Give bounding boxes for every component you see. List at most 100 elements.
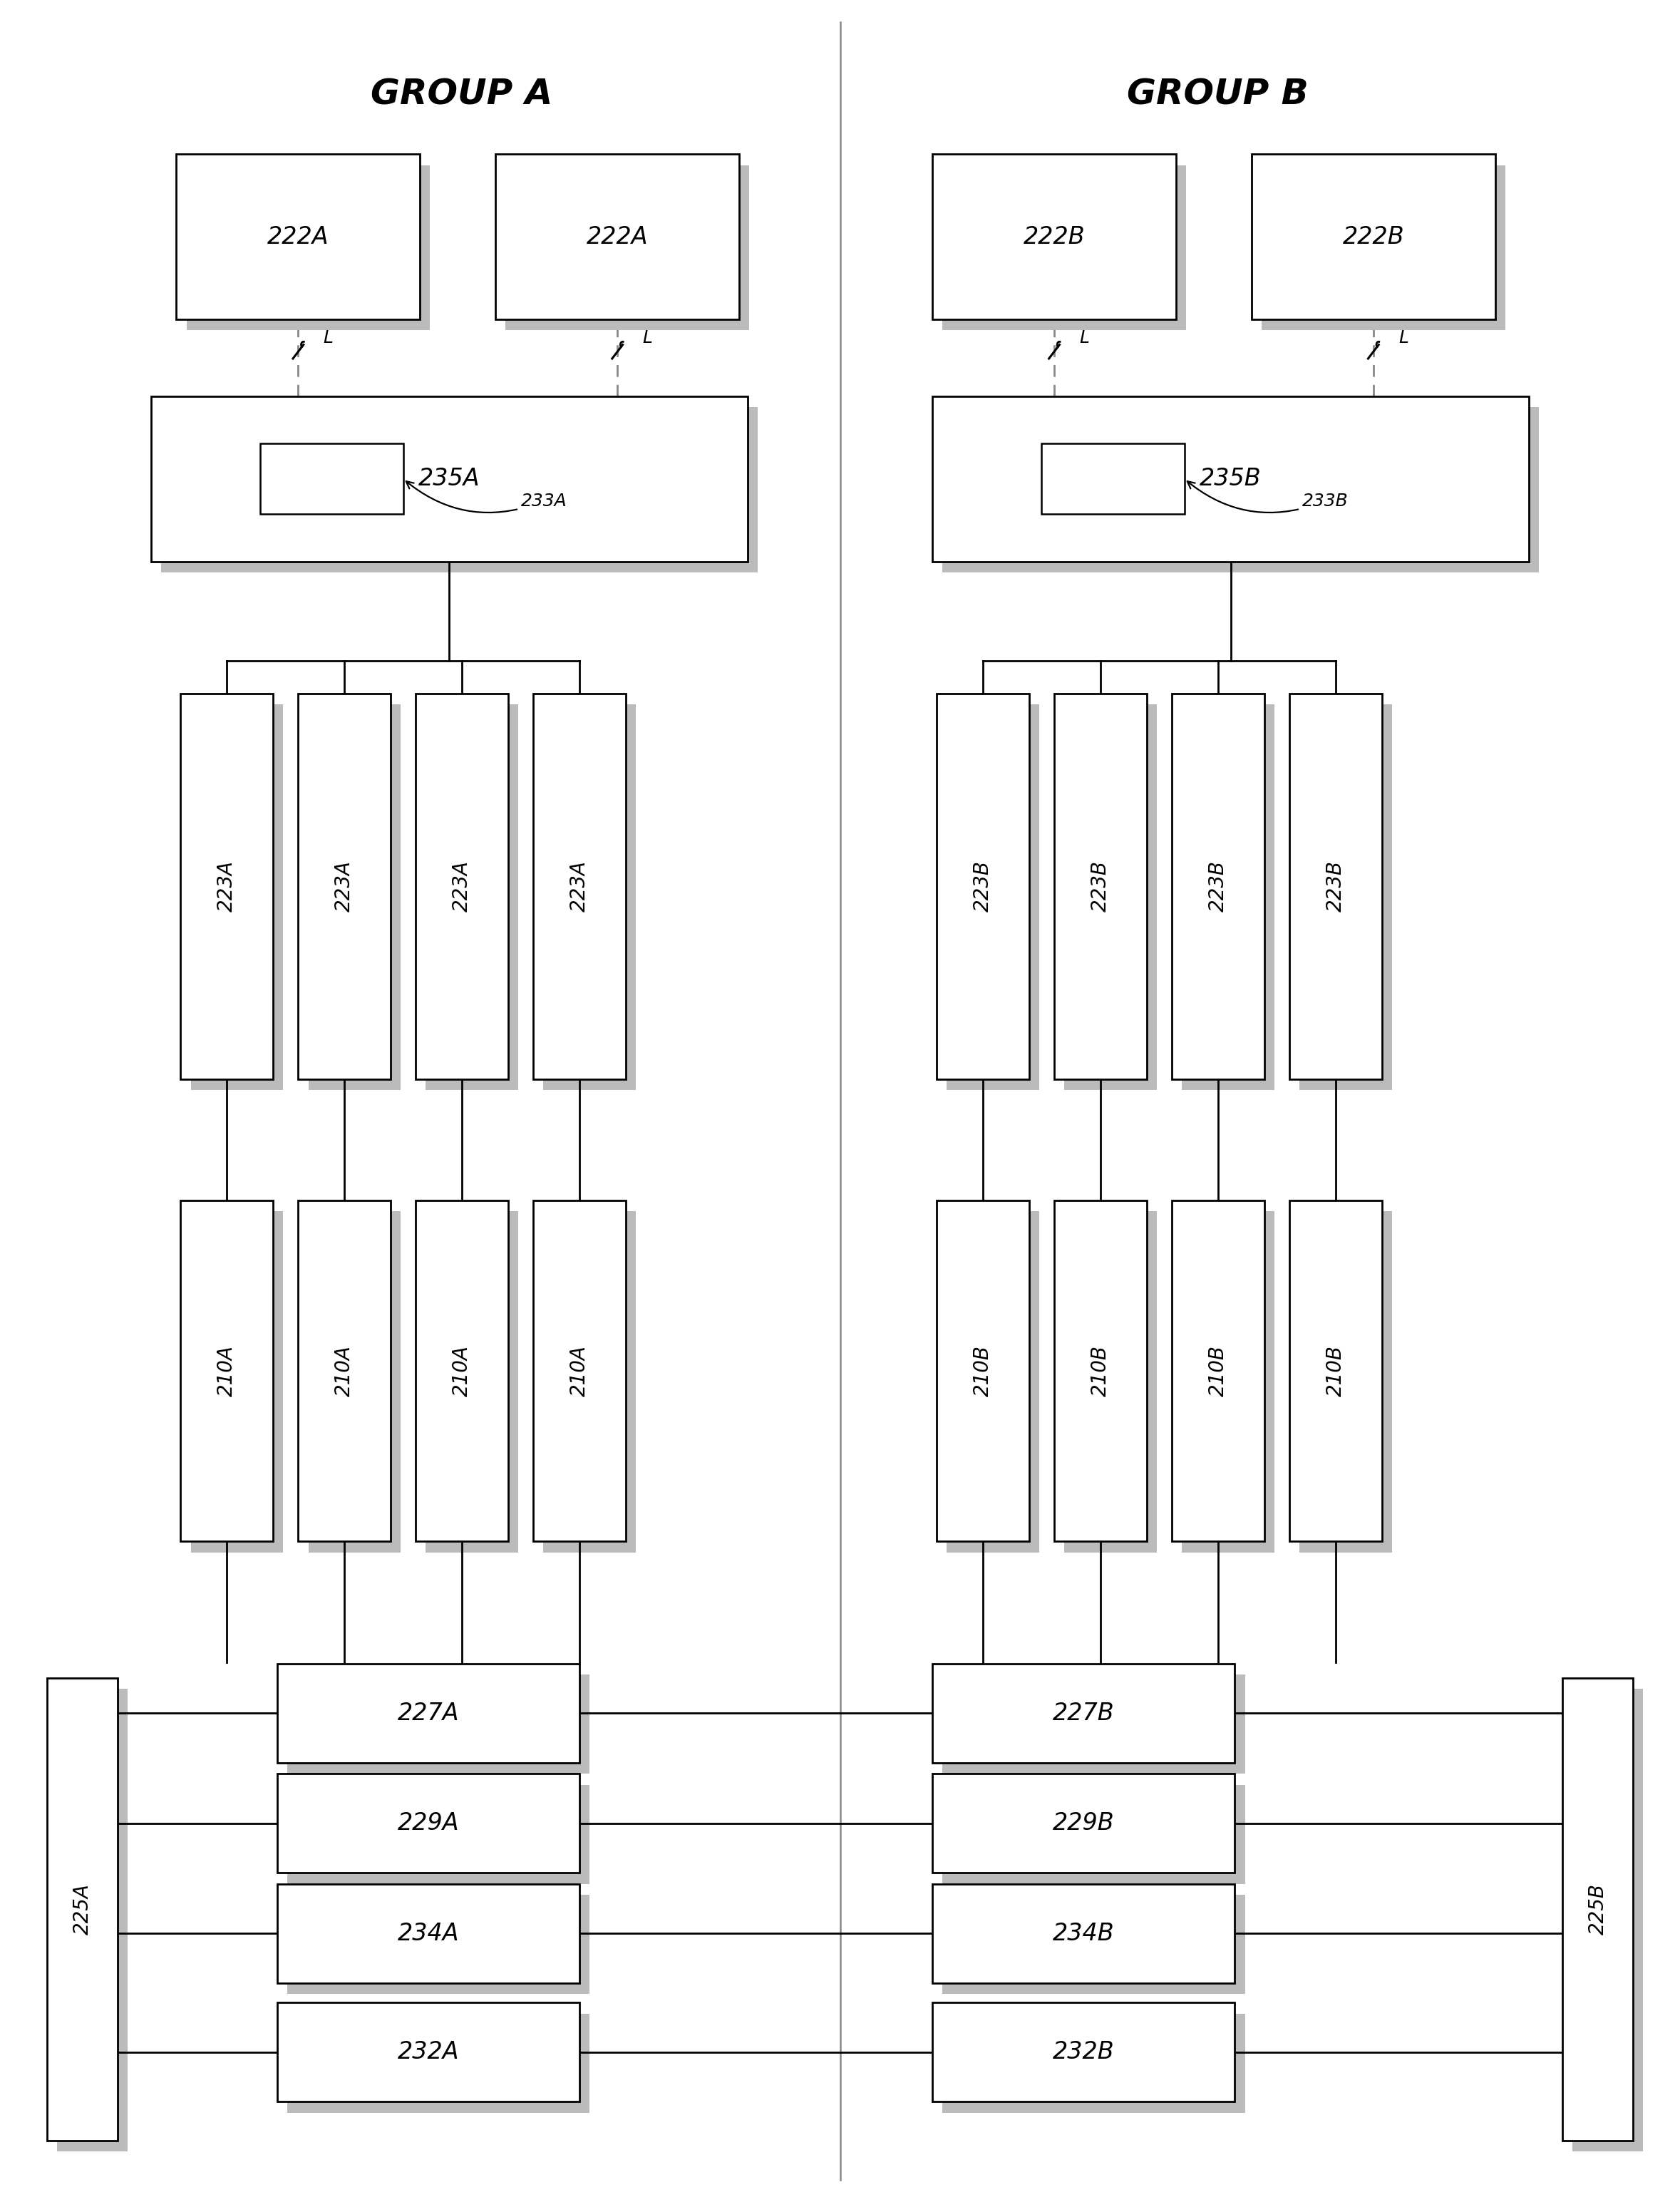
Bar <box>427 1211 517 1552</box>
Bar <box>1065 705 1158 1090</box>
Text: 223B: 223B <box>1208 861 1228 912</box>
Text: 210A: 210A <box>452 1345 472 1396</box>
Text: 229A: 229A <box>398 1812 459 1834</box>
Bar <box>277 1775 580 1872</box>
Bar <box>417 1200 509 1541</box>
Bar <box>533 694 625 1079</box>
Bar <box>932 2004 1235 2101</box>
Bar <box>1042 445 1184 515</box>
Text: L: L <box>1080 328 1089 346</box>
Bar <box>1290 1200 1381 1541</box>
Bar <box>1300 705 1393 1090</box>
Bar <box>932 396 1529 562</box>
Bar <box>1252 154 1495 319</box>
Bar <box>496 154 739 319</box>
Bar <box>427 705 517 1090</box>
Text: 234B: 234B <box>1053 1922 1114 1944</box>
Text: 234A: 234A <box>398 1922 459 1944</box>
Bar <box>287 1894 590 1995</box>
Bar <box>287 1674 590 1775</box>
Bar <box>942 165 1186 330</box>
Bar <box>417 694 509 1079</box>
Bar <box>932 154 1176 319</box>
Bar <box>1572 1689 1643 2151</box>
Text: 235B: 235B <box>1200 467 1262 491</box>
Bar <box>942 1894 1245 1995</box>
Text: 225A: 225A <box>72 1883 92 1936</box>
Bar <box>1173 694 1263 1079</box>
Bar <box>1065 1211 1158 1552</box>
Bar <box>1055 694 1146 1079</box>
Bar <box>1290 694 1381 1079</box>
Text: 227A: 227A <box>398 1702 459 1724</box>
Bar <box>260 445 403 515</box>
Bar <box>942 1674 1245 1775</box>
Text: 223B: 223B <box>1326 861 1346 912</box>
Text: 210B: 210B <box>1326 1345 1346 1396</box>
Text: 210B: 210B <box>973 1345 993 1396</box>
Text: 227B: 227B <box>1053 1702 1114 1724</box>
Bar <box>287 2013 590 2114</box>
Bar <box>1055 1200 1146 1541</box>
Bar <box>277 1883 580 1982</box>
Bar <box>186 165 430 330</box>
Bar <box>948 705 1038 1090</box>
Bar <box>948 1211 1038 1552</box>
Bar <box>932 1775 1235 1872</box>
Text: 232B: 232B <box>1053 2041 1114 2063</box>
Bar <box>937 1200 1028 1541</box>
Text: 232A: 232A <box>398 2041 459 2063</box>
Text: 222B: 222B <box>1342 225 1404 249</box>
Text: 235A: 235A <box>418 467 480 491</box>
Bar <box>932 1665 1235 1762</box>
Bar <box>299 1200 390 1541</box>
Text: 225B: 225B <box>1588 1883 1608 1936</box>
Text: L: L <box>1398 328 1408 346</box>
Bar <box>181 1200 272 1541</box>
Text: GROUP A: GROUP A <box>371 77 553 112</box>
Bar <box>192 1211 282 1552</box>
Bar <box>937 694 1028 1079</box>
Text: 223A: 223A <box>570 861 590 912</box>
Bar <box>181 694 272 1079</box>
Bar <box>932 1883 1235 1982</box>
Bar <box>309 705 400 1090</box>
Bar <box>1300 1211 1393 1552</box>
Bar <box>176 154 420 319</box>
Bar <box>543 705 635 1090</box>
Text: 223B: 223B <box>1090 861 1110 912</box>
Text: L: L <box>642 328 652 346</box>
Bar <box>287 1784 590 1885</box>
Bar <box>57 1689 128 2151</box>
Bar <box>942 1784 1245 1885</box>
Bar <box>1173 1200 1263 1541</box>
Bar <box>277 2004 580 2101</box>
Bar <box>309 1211 400 1552</box>
Text: 223B: 223B <box>973 861 993 912</box>
Bar <box>277 1665 580 1762</box>
Text: 229B: 229B <box>1053 1812 1114 1834</box>
Bar <box>151 396 748 562</box>
Text: 210A: 210A <box>217 1345 237 1396</box>
Bar <box>506 165 749 330</box>
Text: 233B: 233B <box>1188 482 1347 513</box>
Text: L: L <box>323 328 333 346</box>
Text: 222A: 222A <box>267 225 329 249</box>
Text: GROUP B: GROUP B <box>1127 77 1309 112</box>
Bar <box>942 407 1539 573</box>
Bar <box>942 2013 1245 2114</box>
Text: 222A: 222A <box>586 225 648 249</box>
Bar <box>1183 1211 1275 1552</box>
Bar <box>543 1211 635 1552</box>
Bar <box>47 1678 118 2140</box>
Text: 210A: 210A <box>334 1345 354 1396</box>
Text: 210A: 210A <box>570 1345 590 1396</box>
Text: 210B: 210B <box>1090 1345 1110 1396</box>
Text: 223A: 223A <box>334 861 354 912</box>
Text: 223A: 223A <box>452 861 472 912</box>
Text: 223A: 223A <box>217 861 237 912</box>
Bar <box>1262 165 1505 330</box>
Bar <box>1562 1678 1633 2140</box>
Bar <box>1183 705 1275 1090</box>
Bar <box>192 705 282 1090</box>
